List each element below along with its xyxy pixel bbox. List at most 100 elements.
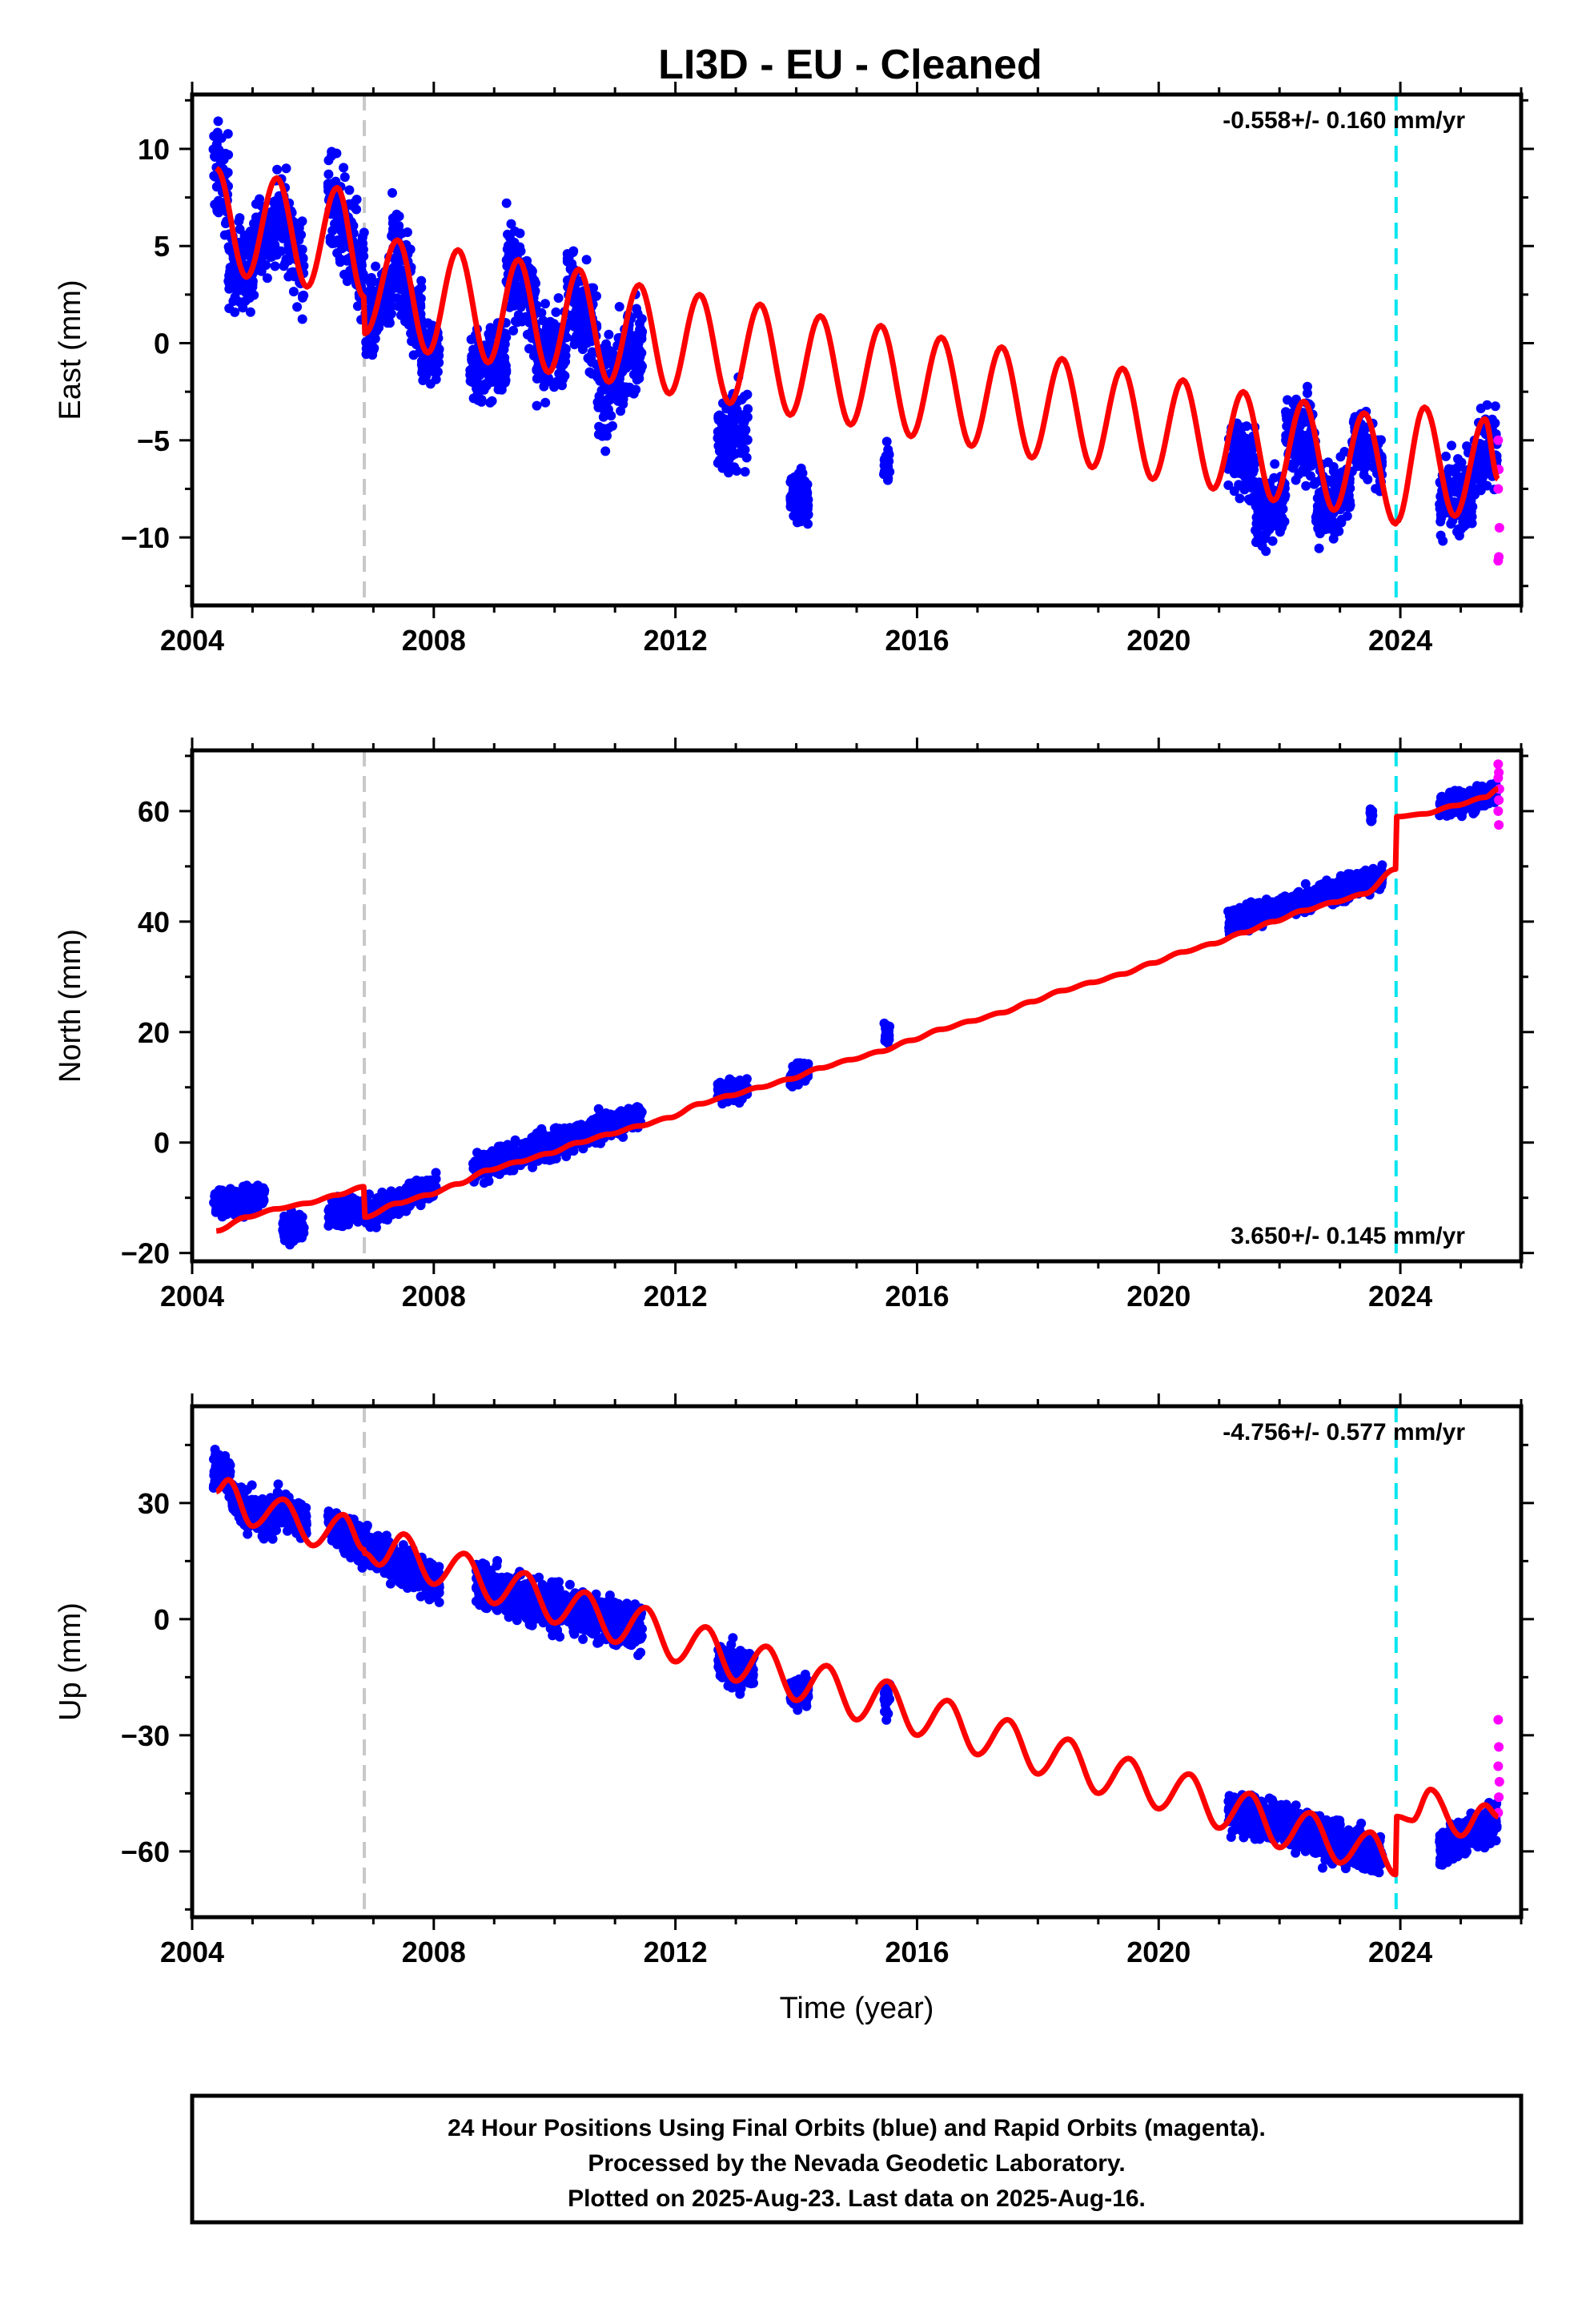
final-orbit-point	[361, 336, 371, 347]
final-orbit-point	[1454, 524, 1464, 534]
final-orbit-point	[607, 347, 617, 357]
final-orbit-point	[400, 311, 411, 321]
final-orbit-point	[247, 276, 258, 287]
x-tick-label: 2020	[1126, 624, 1191, 657]
final-orbit-point	[593, 429, 604, 440]
final-orbit-point	[487, 377, 497, 387]
final-orbit-point	[740, 444, 750, 455]
final-orbit-point	[365, 294, 375, 304]
final-orbit-point	[386, 308, 396, 319]
final-orbit-point	[327, 1205, 337, 1216]
final-orbit-point	[540, 397, 551, 408]
rapid-orbit-point	[1493, 435, 1504, 445]
final-orbit-point	[501, 255, 512, 265]
final-orbit-point	[1320, 521, 1331, 531]
final-orbit-point	[407, 336, 417, 347]
final-orbit-point	[366, 347, 376, 357]
final-orbit-point	[1251, 537, 1262, 547]
final-orbit-point	[786, 474, 797, 484]
y-tick-label: −10	[121, 521, 170, 554]
final-orbit-point	[236, 1205, 247, 1216]
final-orbit-point	[504, 1150, 515, 1160]
final-orbit-point	[337, 1211, 347, 1221]
final-orbit-point	[297, 314, 307, 324]
final-orbit-point	[524, 344, 534, 354]
final-orbit-point	[794, 470, 804, 480]
final-orbit-point	[299, 1223, 309, 1233]
final-orbit-point	[1314, 488, 1324, 498]
final-orbit-point	[1480, 469, 1490, 480]
final-orbit-point	[213, 116, 223, 127]
final-orbit-point	[358, 239, 368, 248]
final-orbit-point	[1329, 480, 1339, 490]
final-orbit-point	[1235, 493, 1245, 504]
final-orbit-point	[549, 382, 560, 392]
final-orbit-point	[272, 164, 283, 175]
final-orbit-point	[616, 406, 626, 416]
final-orbit-point	[1261, 513, 1271, 523]
north-panel: 2004 2008 2012 2016 2020 2024−200204060North …	[54, 738, 1534, 1313]
final-orbit-point	[543, 376, 553, 387]
final-orbit-point	[545, 316, 556, 327]
final-orbit-point	[883, 475, 893, 485]
final-orbit-point	[281, 163, 291, 174]
final-orbit-point	[717, 431, 728, 441]
figure-title: LI3D - EU - Cleaned	[658, 42, 1042, 88]
y-tick-label: 5	[154, 230, 170, 263]
y-tick-label: −5	[137, 424, 170, 457]
final-orbit-point	[531, 278, 540, 288]
plot-area	[209, 750, 1504, 1261]
final-orbit-point	[628, 388, 639, 399]
final-orbit-point	[332, 235, 343, 245]
final-orbit-point	[1259, 533, 1270, 544]
final-orbit-point	[1283, 395, 1292, 405]
final-orbit-point	[632, 351, 642, 361]
final-orbit-point	[540, 327, 551, 336]
final-orbit-point	[398, 275, 408, 286]
final-orbit-point	[430, 367, 440, 377]
final-orbit-point	[508, 325, 519, 336]
final-orbit-point	[339, 242, 350, 251]
final-orbit-point	[722, 449, 733, 459]
final-orbit-point	[424, 358, 435, 368]
final-orbit-point	[267, 243, 278, 253]
final-orbit-point	[568, 247, 578, 257]
final-orbit-point	[351, 204, 362, 215]
final-orbit-point	[635, 318, 644, 328]
final-orbit-point	[388, 224, 398, 235]
final-orbit-point	[1482, 400, 1492, 410]
final-orbit-point	[739, 392, 749, 401]
final-orbit-point	[289, 271, 299, 282]
final-orbit-point	[726, 414, 737, 424]
final-orbit-point	[545, 1139, 556, 1149]
final-orbit-point	[741, 452, 752, 463]
final-orbit-point	[371, 1197, 382, 1208]
final-orbit-point	[500, 339, 510, 349]
final-orbit-point	[568, 297, 579, 308]
final-orbit-point	[607, 389, 617, 400]
final-orbit-point	[416, 275, 427, 286]
final-orbit-point	[1267, 536, 1278, 546]
final-orbit-point	[604, 329, 614, 340]
final-orbit-point	[1303, 451, 1314, 461]
final-orbit-point	[1291, 475, 1301, 485]
final-orbit-point	[618, 382, 628, 392]
final-orbit-point	[219, 155, 229, 165]
final-orbit-point	[1246, 441, 1256, 451]
final-orbit-point	[323, 169, 334, 179]
final-orbit-point	[344, 185, 355, 195]
final-orbit-point	[223, 167, 233, 178]
final-orbit-point	[1462, 441, 1472, 452]
final-orbit-point	[218, 1195, 228, 1205]
final-orbit-point	[468, 393, 479, 404]
final-orbit-point	[235, 213, 245, 223]
final-orbit-point	[581, 255, 592, 265]
final-orbit-point	[1330, 528, 1340, 538]
final-orbit-point	[742, 435, 753, 445]
final-orbit-point	[800, 516, 810, 525]
final-orbit-point	[489, 368, 500, 379]
final-orbit-point	[239, 236, 250, 247]
final-orbit-point	[602, 431, 612, 441]
x-tick-label: 2012	[644, 624, 708, 657]
final-orbit-point	[512, 317, 522, 328]
